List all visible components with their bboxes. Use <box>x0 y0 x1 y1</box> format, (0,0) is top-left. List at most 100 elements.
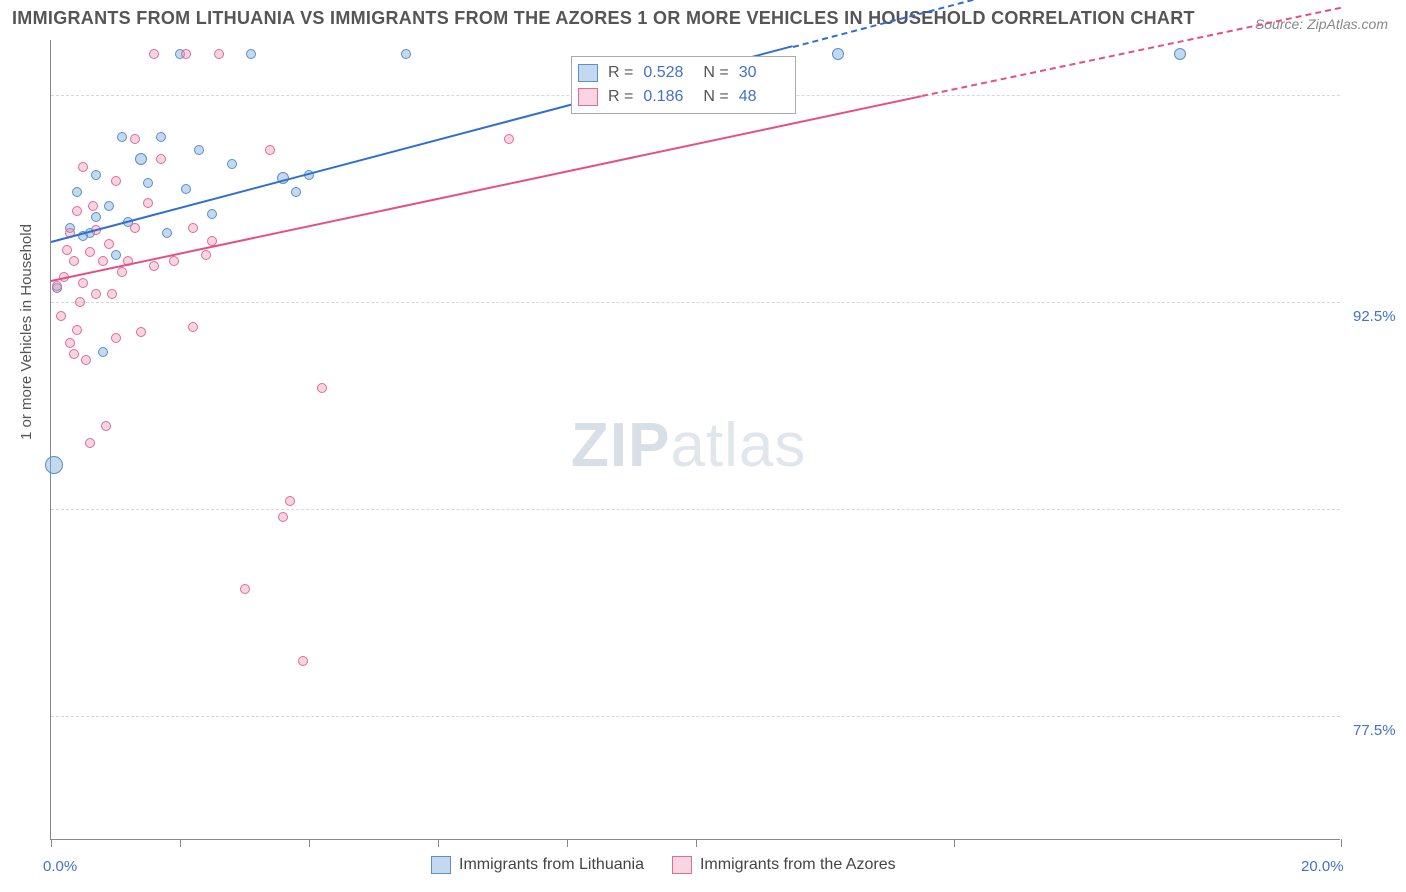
stat-r-label: R = <box>608 64 633 82</box>
watermark: ZIPatlas <box>571 410 806 481</box>
data-point <box>117 132 127 142</box>
gridline <box>51 716 1340 717</box>
data-point <box>69 256 79 266</box>
stat-n-value: 30 <box>739 64 789 82</box>
data-point <box>85 247 95 257</box>
swatch-icon <box>672 856 692 874</box>
data-point <box>111 333 121 343</box>
stat-n-value: 48 <box>739 88 789 106</box>
x-tick-label: 20.0% <box>1301 858 1344 875</box>
data-point <box>78 162 88 172</box>
scatter-plot: ZIPatlas 77.5%92.5%0.0%20.0%R =0.528N =3… <box>50 40 1340 840</box>
x-tick <box>1341 839 1342 847</box>
data-point <box>101 421 111 431</box>
data-point <box>78 278 88 288</box>
stat-n-label: N = <box>703 88 728 106</box>
data-point <box>246 49 256 59</box>
data-point <box>91 170 101 180</box>
gridline <box>51 509 1340 510</box>
data-point <box>156 154 166 164</box>
data-point <box>91 289 101 299</box>
data-point <box>240 584 250 594</box>
data-point <box>188 322 198 332</box>
source-attribution: Source: ZipAtlas.com <box>1255 16 1388 32</box>
data-point <box>188 223 198 233</box>
data-point <box>117 267 127 277</box>
data-point <box>45 456 63 474</box>
data-point <box>149 261 159 271</box>
data-point <box>56 311 66 321</box>
stat-r-label: R = <box>608 88 633 106</box>
x-tick <box>696 839 697 847</box>
stats-row: R = 0.186 N = 48 <box>578 85 789 109</box>
x-tick <box>438 839 439 847</box>
data-point <box>104 201 114 211</box>
data-point <box>214 49 224 59</box>
data-point <box>265 145 275 155</box>
data-point <box>278 512 288 522</box>
data-point <box>143 198 153 208</box>
gridline <box>51 302 1340 303</box>
chart-title: IMMIGRANTS FROM LITHUANIA VS IMMIGRANTS … <box>12 8 1195 29</box>
data-point <box>72 325 82 335</box>
data-point <box>104 239 114 249</box>
data-point <box>401 49 411 59</box>
legend-item: Immigrants from Lithuania <box>431 856 644 874</box>
legend-item: Immigrants from the Azores <box>672 856 896 874</box>
data-point <box>504 134 514 144</box>
data-point <box>201 250 211 260</box>
stats-row: R = 0.528 N = 30 <box>578 61 789 85</box>
data-point <box>285 496 295 506</box>
data-point <box>52 281 62 291</box>
x-tick <box>954 839 955 847</box>
data-point <box>1174 48 1186 60</box>
x-tick-label: 0.0% <box>43 858 77 875</box>
swatch-icon <box>431 856 451 874</box>
stat-r-value: 0.528 <box>643 64 693 82</box>
data-point <box>149 49 159 59</box>
legend-label: Immigrants from Lithuania <box>459 856 644 874</box>
data-point <box>317 383 327 393</box>
data-point <box>62 245 72 255</box>
data-point <box>298 656 308 666</box>
legend: Immigrants from Lithuania Immigrants from… <box>431 856 896 874</box>
x-tick <box>51 839 52 847</box>
data-point <box>72 187 82 197</box>
data-point <box>91 212 101 222</box>
swatch-icon <box>578 64 598 82</box>
data-point <box>207 209 217 219</box>
data-point <box>181 49 191 59</box>
swatch-icon <box>578 88 598 106</box>
y-tick-label: 92.5% <box>1353 308 1396 325</box>
data-point <box>111 250 121 260</box>
legend-label: Immigrants from the Azores <box>700 856 896 874</box>
y-axis-label: 1 or more Vehicles in Household <box>18 224 35 440</box>
data-point <box>81 355 91 365</box>
data-point <box>130 223 140 233</box>
data-point <box>162 228 172 238</box>
data-point <box>98 256 108 266</box>
data-point <box>111 176 121 186</box>
data-point <box>227 159 237 169</box>
data-point <box>130 134 140 144</box>
data-point <box>65 338 75 348</box>
data-point <box>107 289 117 299</box>
data-point <box>832 48 844 60</box>
data-point <box>291 187 301 197</box>
y-tick-label: 77.5% <box>1353 722 1396 739</box>
data-point <box>98 347 108 357</box>
data-point <box>72 206 82 216</box>
x-tick <box>180 839 181 847</box>
data-point <box>169 256 179 266</box>
data-point <box>136 327 146 337</box>
data-point <box>156 132 166 142</box>
stat-r-value: 0.186 <box>643 88 693 106</box>
data-point <box>85 438 95 448</box>
data-point <box>194 145 204 155</box>
data-point <box>135 153 147 165</box>
stat-n-label: N = <box>703 64 728 82</box>
data-point <box>75 297 85 307</box>
data-point <box>88 201 98 211</box>
x-tick <box>567 839 568 847</box>
data-point <box>143 178 153 188</box>
